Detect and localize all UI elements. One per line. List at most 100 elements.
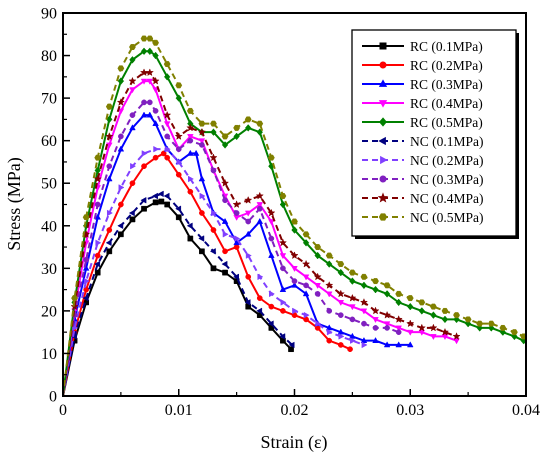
data-point	[220, 178, 230, 187]
data-point	[383, 282, 391, 289]
data-point	[268, 251, 275, 258]
data-point	[361, 341, 368, 349]
data-point	[93, 174, 102, 183]
data-point	[210, 227, 217, 233]
data-point	[197, 127, 207, 136]
data-point	[487, 320, 495, 327]
data-point	[233, 132, 240, 141]
data-point	[245, 218, 252, 225]
data-point	[198, 138, 206, 145]
data-point	[71, 295, 78, 302]
y-tick-label: 80	[41, 48, 57, 65]
data-point	[117, 222, 124, 230]
legend-swatch-marker	[379, 61, 387, 69]
data-point	[221, 133, 229, 140]
data-point	[257, 273, 264, 281]
data-point	[106, 209, 113, 217]
data-point	[140, 196, 147, 204]
data-point	[152, 199, 159, 206]
legend-swatch-marker	[378, 79, 388, 87]
data-point	[511, 329, 518, 336]
data-point	[326, 260, 333, 268]
data-point	[198, 235, 205, 242]
data-point	[476, 320, 484, 327]
data-point	[291, 278, 298, 284]
data-point	[141, 205, 147, 212]
data-point	[234, 235, 241, 242]
data-point	[301, 259, 311, 268]
data-point	[464, 316, 472, 323]
data-point	[394, 315, 403, 323]
data-point	[146, 35, 154, 42]
data-point	[488, 324, 495, 332]
data-point	[349, 277, 356, 285]
data-point	[210, 128, 217, 136]
data-point	[146, 78, 154, 85]
data-point	[360, 281, 368, 290]
data-point	[187, 175, 194, 183]
data-point	[129, 44, 136, 50]
data-point	[256, 205, 263, 212]
data-point	[372, 325, 379, 331]
data-point	[187, 235, 194, 242]
data-point	[256, 202, 264, 209]
legend-label: NC (0.3MPa)	[410, 172, 484, 187]
data-point	[129, 87, 136, 94]
data-point	[141, 99, 147, 106]
data-point	[418, 307, 426, 315]
data-point	[106, 227, 113, 233]
data-point	[292, 307, 299, 315]
legend-label: NC (0.2MPa)	[410, 153, 484, 168]
data-point	[128, 209, 135, 217]
series-5	[62, 47, 527, 397]
data-point	[360, 273, 368, 280]
data-point	[232, 200, 241, 209]
data-point	[187, 137, 194, 144]
data-point	[129, 124, 136, 131]
data-point	[418, 299, 426, 306]
data-point	[279, 285, 287, 292]
y-tick-label: 30	[41, 261, 57, 278]
data-point	[118, 133, 124, 140]
data-point	[256, 307, 263, 315]
data-point	[348, 269, 356, 276]
data-point	[314, 291, 321, 297]
data-point	[279, 253, 287, 260]
data-point	[256, 295, 263, 301]
data-point	[279, 333, 286, 340]
data-point	[233, 124, 241, 131]
data-point	[430, 334, 437, 341]
y-tick-label: 90	[41, 6, 57, 23]
legend-swatch-marker	[379, 42, 387, 50]
data-point	[82, 214, 90, 221]
data-point	[164, 154, 171, 161]
legend-swatch-marker	[377, 192, 389, 203]
data-point	[406, 341, 414, 348]
data-point	[94, 201, 101, 208]
data-point	[222, 231, 229, 238]
data-point	[199, 248, 205, 255]
data-point	[106, 248, 113, 255]
data-point	[337, 328, 345, 335]
data-point	[146, 111, 154, 118]
data-point	[441, 307, 449, 314]
data-point	[349, 304, 356, 311]
data-point	[360, 308, 368, 315]
legend-item: NC (0.3MPa)	[362, 172, 484, 187]
data-point	[158, 198, 165, 205]
data-point	[337, 342, 344, 348]
data-point	[288, 341, 295, 349]
data-point	[157, 190, 164, 198]
data-point	[221, 141, 229, 149]
data-point	[452, 332, 461, 340]
data-point	[245, 124, 252, 132]
legend-item: NC (0.4MPa)	[362, 191, 484, 206]
data-point	[430, 311, 437, 319]
data-point	[94, 166, 101, 175]
data-point	[280, 299, 287, 306]
y-tick-label: 40	[41, 218, 57, 235]
data-point	[325, 252, 333, 259]
data-point	[288, 346, 294, 353]
legend-label: RC (0.3MPa)	[410, 77, 483, 92]
data-point	[198, 175, 206, 182]
